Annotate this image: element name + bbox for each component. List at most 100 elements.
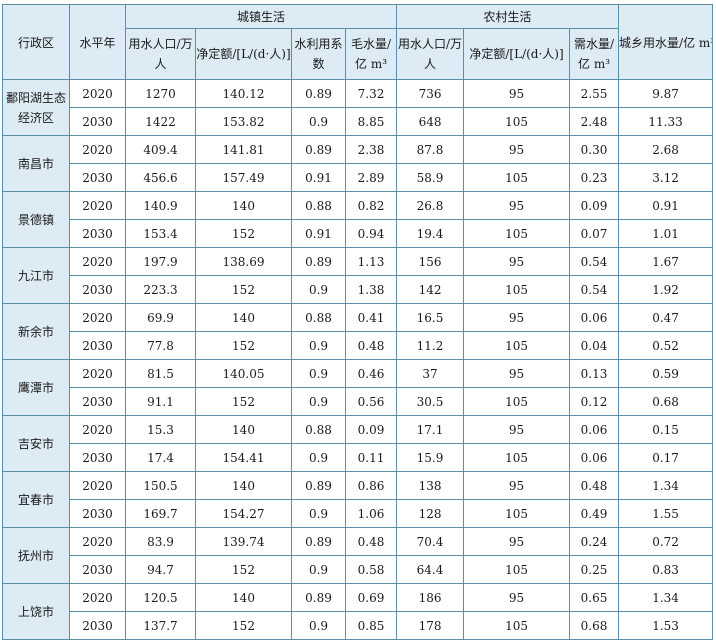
urban-population-cell: 150.5 (125, 471, 196, 500)
rural-quota-cell: 105 (463, 107, 571, 136)
header-year: 水平年 (69, 4, 126, 80)
total-cell: 0.15 (618, 415, 714, 444)
urban-population-cell: 69.9 (125, 303, 196, 332)
table-header: 行政区 水平年 城镇生活 农村生活 城乡用水量/亿 m³ 用水人口/万人 净定额… (2, 4, 714, 80)
urban-coefficient-cell: 0.89 (291, 527, 346, 556)
urban-population-cell: 153.4 (125, 219, 196, 248)
urban-quota-cell: 140 (195, 303, 292, 332)
total-cell: 0.17 (618, 443, 714, 472)
rural-demand-cell: 2.48 (569, 107, 620, 136)
urban-population-cell: 456.6 (125, 163, 196, 192)
urban-population-cell: 83.9 (125, 527, 196, 556)
rural-quota-cell: 95 (463, 415, 571, 444)
urban-population-cell: 197.9 (125, 247, 196, 276)
urban-gross-cell: 0.58 (344, 555, 398, 584)
total-cell: 1.55 (618, 499, 714, 528)
rural-demand-cell: 0.68 (569, 611, 620, 640)
rural-population-cell: 64.4 (396, 555, 465, 584)
rural-population-cell: 16.5 (396, 303, 465, 332)
urban-gross-cell: 0.69 (344, 583, 398, 612)
year-cell: 2030 (69, 275, 126, 304)
rural-quota-cell: 95 (463, 191, 571, 220)
urban-population-cell: 17.4 (125, 443, 196, 472)
rural-quota-cell: 95 (463, 359, 571, 388)
rural-demand-cell: 0.04 (569, 331, 620, 360)
urban-coefficient-cell: 0.89 (291, 135, 346, 164)
rural-quota-cell: 105 (463, 499, 571, 528)
rural-quota-cell: 105 (463, 219, 571, 248)
table-row: 2030 169.7 154.27 0.9 1.06 128 105 0.49 1.55 (3, 499, 714, 528)
urban-gross-cell: 0.48 (344, 331, 398, 360)
table-row: 新余市 2020 69.9 140 0.88 0.41 16.5 95 0.06 0.47 (2, 303, 714, 360)
urban-gross-cell: 0.41 (344, 303, 398, 332)
urban-coefficient-cell: 0.9 (291, 555, 346, 584)
rural-demand-cell: 0.54 (569, 275, 620, 304)
urban-population-cell: 91.1 (125, 387, 196, 416)
urban-coefficient-cell: 0.9 (291, 499, 346, 528)
table-row: 上饶市 2020 120.5 140 0.89 0.69 186 95 0.65 1.34 (2, 583, 714, 640)
total-cell: 0.72 (618, 527, 714, 556)
rural-quota-cell: 105 (463, 555, 571, 584)
urban-coefficient-cell: 0.9 (291, 107, 346, 136)
urban-gross-cell: 2.89 (344, 163, 398, 192)
urban-quota-cell: 140 (195, 191, 292, 220)
region-cell: 抚州市 (2, 527, 70, 584)
rural-quota-cell: 95 (463, 79, 571, 108)
urban-quota-cell: 153.82 (195, 107, 292, 136)
region-cell: 新余市 (2, 303, 70, 360)
table-row: 2030 17.4 154.41 0.9 0.11 15.9 105 0.06 0.17 (3, 443, 714, 472)
total-cell: 0.68 (618, 387, 714, 416)
urban-gross-cell: 0.48 (344, 527, 398, 556)
rural-population-cell: 128 (396, 499, 465, 528)
urban-coefficient-cell: 0.9 (291, 275, 346, 304)
total-cell: 2.68 (618, 135, 714, 164)
rural-quota-cell: 95 (463, 527, 571, 556)
rural-population-cell: 87.8 (396, 135, 465, 164)
year-cell: 2020 (69, 415, 126, 444)
year-cell: 2030 (69, 107, 126, 136)
year-cell: 2030 (69, 611, 126, 640)
rural-demand-cell: 0.30 (569, 135, 620, 164)
rural-quota-cell: 105 (463, 611, 571, 640)
header-urban-quota: 净定额/[L/(d·人)] (195, 28, 292, 80)
header-rural-population: 用水人口/万人 (396, 28, 465, 80)
urban-quota-cell: 154.41 (195, 443, 292, 472)
rural-population-cell: 11.2 (396, 331, 465, 360)
rural-demand-cell: 0.48 (569, 471, 620, 500)
rural-demand-cell: 2.55 (569, 79, 620, 108)
urban-quota-cell: 141.81 (195, 135, 292, 164)
year-cell: 2020 (69, 247, 126, 276)
table-row: 2030 153.4 152 0.91 0.94 19.4 105 0.07 1.01 (3, 219, 714, 248)
rural-population-cell: 736 (396, 79, 465, 108)
urban-gross-cell: 1.06 (344, 499, 398, 528)
urban-population-cell: 409.4 (125, 135, 196, 164)
urban-coefficient-cell: 0.88 (291, 303, 346, 332)
rural-population-cell: 648 (396, 107, 465, 136)
table-row: 2030 223.3 152 0.9 1.38 142 105 0.54 1.92 (3, 275, 714, 304)
table-row: 九江市 2020 197.9 138.69 0.89 1.13 156 95 0.54 1.67 (2, 247, 714, 304)
rural-population-cell: 142 (396, 275, 465, 304)
year-cell: 2020 (69, 583, 126, 612)
rural-demand-cell: 0.25 (569, 555, 620, 584)
rural-demand-cell: 0.09 (569, 191, 620, 220)
year-cell: 2020 (69, 471, 126, 500)
year-cell: 2020 (69, 191, 126, 220)
urban-quota-cell: 140.05 (195, 359, 292, 388)
total-cell: 0.91 (618, 191, 714, 220)
urban-quota-cell: 140 (195, 471, 292, 500)
total-cell: 0.52 (618, 331, 714, 360)
rural-demand-cell: 0.06 (569, 303, 620, 332)
table-row: 2030 1422 153.82 0.9 8.85 648 105 2.48 11.33 (3, 107, 714, 136)
urban-gross-cell: 0.85 (344, 611, 398, 640)
rural-population-cell: 156 (396, 247, 465, 276)
table-row: 南昌市 2020 409.4 141.81 0.89 2.38 87.8 95 0.30 2.68 (2, 135, 714, 192)
header-urban-gross: 毛水量/亿 m³ (344, 28, 398, 80)
urban-gross-cell: 2.38 (344, 135, 398, 164)
rural-population-cell: 138 (396, 471, 465, 500)
rural-population-cell: 26.8 (396, 191, 465, 220)
total-cell: 1.01 (618, 219, 714, 248)
urban-coefficient-cell: 0.89 (291, 471, 346, 500)
total-cell: 1.53 (618, 611, 714, 640)
header-urban-coefficient: 水利用系数 (291, 28, 346, 80)
urban-quota-cell: 152 (195, 387, 292, 416)
